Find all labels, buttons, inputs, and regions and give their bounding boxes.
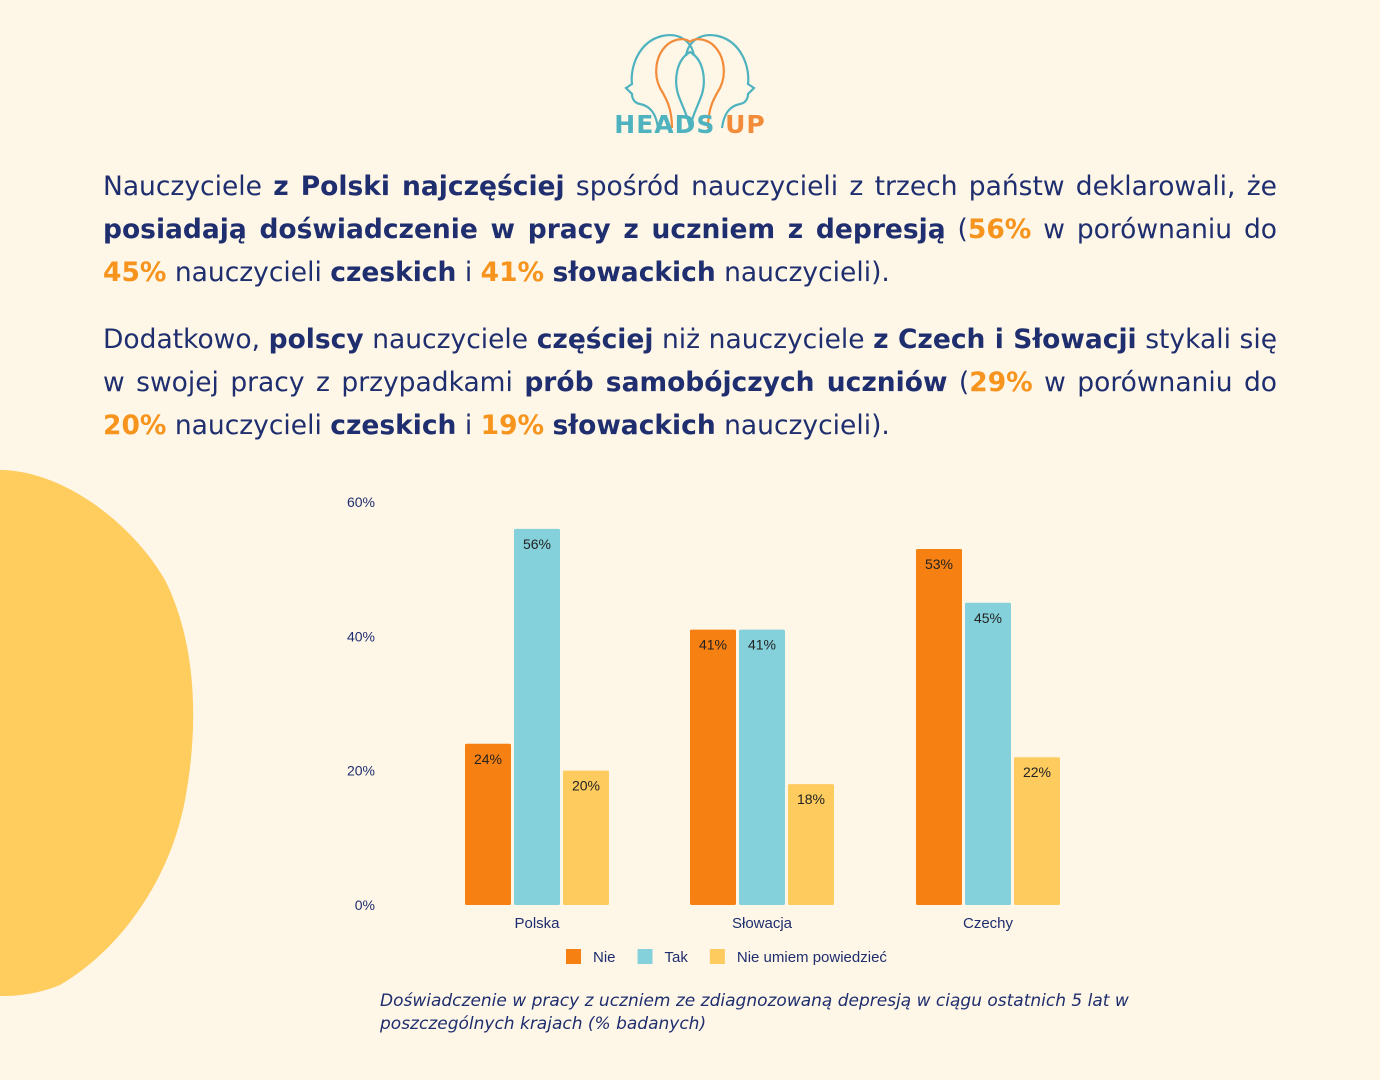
text: niż nauczyciele [653,324,874,355]
bar-value-label: 24% [474,751,502,767]
y-tick-label: 20% [347,763,375,779]
text: ( [945,214,968,245]
bar-value-label: 56% [523,536,551,552]
text-bold: słowackich [552,257,716,288]
text: nauczycieli). [715,410,890,441]
text: i [456,410,481,441]
legend-swatch [566,949,581,964]
legend-swatch [637,949,653,964]
text: i [456,257,481,288]
bar-nie [465,743,511,905]
text: w porównaniu do [1032,367,1278,398]
legend-swatch [709,949,725,964]
y-tick-label: 0% [355,897,375,913]
bar-tak [965,602,1011,905]
text: ( [947,367,970,398]
bar-nie [916,549,962,905]
bar-tak [514,528,560,905]
bar-value-label: 20% [572,778,600,794]
bar-value-label: 18% [797,791,825,807]
bar-nie-umiem-powiedzieć [563,770,609,905]
x-category-label: Słowacja [732,915,793,932]
brand-part2: UP [725,110,766,139]
bar-value-label: 41% [699,637,727,653]
bar-nie [690,629,736,905]
text: nauczyciele [363,324,537,355]
chart-caption: Doświadczenie w pracy z uczniem ze zdiag… [380,991,1129,1034]
highlight-value: 45% [103,257,167,288]
text-bold: z Polski najczęściej [273,171,565,202]
bar-nie-umiem-powiedzieć [788,784,834,905]
highlight-value: 41% [480,257,545,288]
text-bold: czeskich [330,257,457,288]
highlight-value: 29% [969,367,1033,398]
bar-value-label: 45% [974,610,1002,626]
text-bold: czeskich [330,410,457,441]
text-bold: polscy [268,324,364,355]
text: nauczycieli). [715,257,890,288]
legend-label: Nie [593,949,616,966]
y-tick-label: 60% [347,494,375,510]
x-category-label: Polska [514,915,560,932]
text: nauczycieli [166,410,331,441]
text-bold: posiadają doświadczenie w pracy z ucznie… [103,214,946,245]
legend-label: Nie umiem powiedzieć [737,949,888,966]
text-bold: częściej [536,324,654,355]
highlight-value: 19% [480,410,545,441]
text-bold: słowackich [552,410,716,441]
bar-value-label: 41% [748,637,776,653]
text: spośród nauczycieli z trzech państw dekl… [564,171,1277,202]
bar-tak [739,629,785,905]
brand-part1: HEADS [614,110,716,139]
text: w porównaniu do [1031,214,1278,245]
legend-label: Tak [665,949,689,966]
bar-value-label: 22% [1023,764,1051,780]
paragraph-depression: Nauczyciele z Polski najczęściej spośród… [103,165,1277,294]
text-bold: prób samobójczych uczniów [524,367,948,398]
highlight-value: 56% [967,214,1032,245]
highlight-value: 20% [103,410,167,441]
bar-value-label: 53% [925,556,953,572]
text: Dodatkowo, [103,324,269,355]
x-category-label: Czechy [963,915,1014,932]
paragraph-suicide-attempts: Dodatkowo, polscy nauczyciele częściej n… [103,318,1277,447]
heads-up-logo [624,34,756,129]
decorative-blob [0,470,194,996]
text: Nauczyciele [103,171,274,202]
bar-nie-umiem-powiedzieć [1014,757,1060,905]
text-bold: z Czech i Słowacji [873,324,1137,355]
text: nauczycieli [166,257,331,288]
y-tick-label: 40% [347,628,375,644]
text: stykali się w swojej pracy z przypadkami [103,324,1278,398]
brand-name: HEADS UP [610,110,770,139]
